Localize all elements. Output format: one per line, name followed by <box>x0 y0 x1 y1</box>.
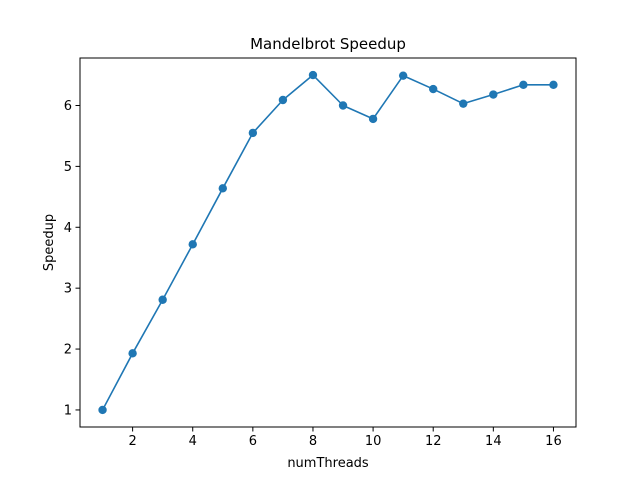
data-point <box>308 70 318 80</box>
data-point <box>519 80 528 89</box>
x-axis: 2 4 6 8 10 12 14 16 <box>128 427 562 449</box>
data-point <box>459 99 468 108</box>
y-tick-label: 6 <box>64 99 72 114</box>
y-tick-label: 4 <box>64 221 72 236</box>
data-point <box>248 128 258 138</box>
data-point <box>398 71 408 80</box>
x-tick-label: 16 <box>545 434 562 449</box>
plot-content <box>98 70 558 415</box>
data-point <box>278 95 288 105</box>
x-axis-label: numThreads <box>287 456 369 471</box>
data-point <box>489 90 498 99</box>
x-tick-label: 4 <box>189 434 197 449</box>
data-point <box>368 114 378 124</box>
y-tick-label: 3 <box>64 282 72 297</box>
x-tick-label: 2 <box>128 434 136 449</box>
x-tick-label: 10 <box>365 434 382 449</box>
y-tick-label: 2 <box>64 343 72 358</box>
chart-title: Mandelbrot Speedup <box>250 35 406 53</box>
data-point <box>158 295 167 304</box>
plot-frame <box>79 57 577 428</box>
x-tick-label: 8 <box>309 434 317 449</box>
y-tick-label: 1 <box>64 403 72 418</box>
x-tick-label: 6 <box>249 434 257 449</box>
data-point <box>338 101 348 110</box>
y-axis-label: Speedup <box>42 214 57 271</box>
data-point <box>188 240 197 249</box>
y-tick-label: 5 <box>64 160 72 175</box>
y-axis: 1 2 3 4 5 6 <box>64 99 80 418</box>
data-point <box>128 349 137 358</box>
x-tick-label: 14 <box>485 434 502 449</box>
data-point <box>98 405 107 415</box>
data-point <box>218 184 227 193</box>
x-tick-label: 12 <box>425 434 442 449</box>
data-point <box>549 80 558 89</box>
series-line <box>101 74 555 412</box>
data-point <box>429 84 438 94</box>
